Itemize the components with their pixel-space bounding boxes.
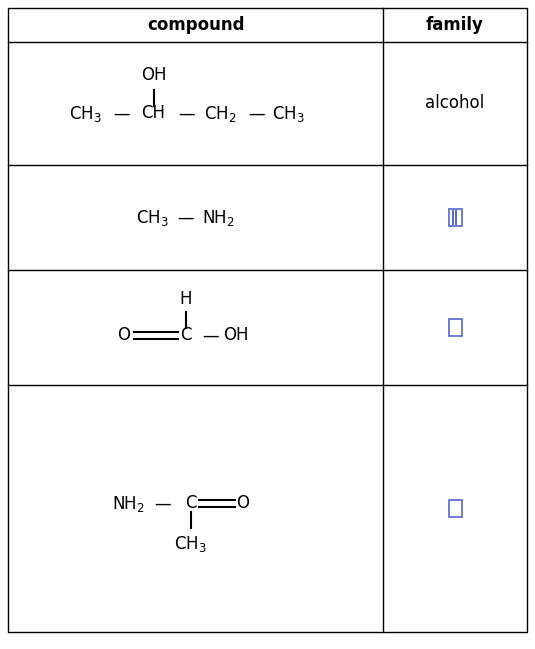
Text: —: — xyxy=(113,104,130,123)
Text: —: — xyxy=(248,104,265,123)
Text: OH: OH xyxy=(141,66,166,84)
Text: CH$_2$: CH$_2$ xyxy=(204,103,237,123)
Text: CH$_3$: CH$_3$ xyxy=(174,533,207,554)
Bar xyxy=(448,500,462,517)
Text: compound: compound xyxy=(147,16,244,34)
Text: NH$_2$: NH$_2$ xyxy=(112,493,145,513)
Text: C: C xyxy=(185,495,196,513)
Text: family: family xyxy=(426,16,484,34)
Text: CH$_3$: CH$_3$ xyxy=(136,208,169,228)
Text: —: — xyxy=(179,104,195,123)
Text: CH$_3$: CH$_3$ xyxy=(69,103,102,123)
Bar xyxy=(448,319,462,336)
Text: OH: OH xyxy=(223,326,248,345)
Bar xyxy=(448,209,462,226)
Text: C: C xyxy=(180,326,191,345)
Text: CH$_3$: CH$_3$ xyxy=(272,103,305,123)
Text: —: — xyxy=(202,326,219,345)
Text: —: — xyxy=(154,495,171,513)
Text: alcohol: alcohol xyxy=(425,95,485,112)
Text: CH: CH xyxy=(141,104,165,123)
Text: O: O xyxy=(236,495,249,513)
Text: NH$_2$: NH$_2$ xyxy=(202,208,235,228)
Text: —: — xyxy=(177,208,194,227)
Text: H: H xyxy=(179,291,192,308)
Text: O: O xyxy=(117,326,130,345)
